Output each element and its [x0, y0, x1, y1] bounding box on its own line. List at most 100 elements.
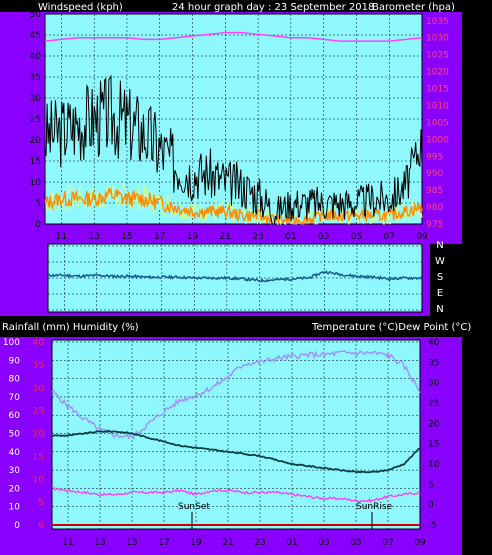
panel1-x-tick: 01 — [285, 232, 296, 242]
panel3-x-axis: 11 13 15 17 19 21 23 01 03 05 07 09 — [62, 538, 426, 548]
temp-tick: 35 — [428, 358, 439, 368]
humidity-tick: 100 — [3, 338, 20, 348]
rain-tick: 15 — [33, 452, 44, 462]
rain-tick: 25 — [33, 407, 44, 417]
panel1-series — [44, 31, 423, 226]
panel1-left-tick: 45 — [30, 31, 41, 41]
panel1-left-tick: 30 — [30, 94, 42, 104]
rain-tick: 35 — [33, 361, 44, 371]
temp-tick: 30 — [428, 379, 440, 389]
header-right: Barometer (hpa) — [372, 2, 455, 13]
humidity-tick: 90 — [9, 356, 21, 366]
panel3-grid — [52, 340, 421, 529]
wind-direction-line — [47, 270, 423, 283]
temp-tick: -5 — [428, 521, 437, 531]
panel1-x-tick: 23 — [252, 232, 263, 242]
panel1-left-tick: 0 — [35, 220, 41, 230]
humidity-tick: 60 — [9, 411, 21, 421]
panel1-grid — [45, 13, 423, 225]
panel3-plot — [51, 339, 421, 530]
panel1-right-tick: 1010 — [426, 101, 449, 111]
panel1-right-tick: 1035 — [426, 17, 449, 27]
panel1-left-tick: 10 — [30, 178, 42, 188]
panel1-right-tick: 1020 — [426, 68, 449, 78]
panel1-x-tick: 21 — [220, 232, 231, 242]
panel1-x-axis: 11 13 15 17 19 21 23 01 03 05 07 09 — [56, 232, 428, 242]
panel1-right-tick: 1015 — [426, 85, 449, 95]
direction-label: W — [435, 256, 445, 267]
panel3-humidity-axis: 0 10 20 30 40 50 60 70 80 90 100 — [3, 338, 20, 531]
panel1-x-tick: 11 — [56, 232, 67, 242]
temp-tick: 40 — [428, 338, 440, 348]
humidity-line — [51, 350, 421, 440]
humidity-tick: 80 — [9, 375, 21, 385]
temp-tick: 0 — [428, 501, 434, 511]
panel1-x-tick: 17 — [154, 232, 165, 242]
panel3-x-tick: 23 — [254, 538, 265, 548]
panel1-x-tick: 03 — [318, 232, 329, 242]
panel3-x-tick: 19 — [190, 538, 202, 548]
panel3-x-tick: 01 — [286, 538, 297, 548]
panel3-x-tick: 17 — [158, 538, 169, 548]
rain-tick: 30 — [33, 384, 45, 394]
wind-gust-line — [44, 74, 423, 225]
humidity-tick: 70 — [9, 393, 21, 403]
direction-label: N — [436, 304, 443, 315]
panel1-right-tick: 1025 — [426, 51, 449, 61]
panel3-x-tick: 21 — [222, 538, 233, 548]
direction-label: E — [437, 288, 443, 299]
panel3-title-left: Rainfall (mm) Humidity (%) — [2, 322, 139, 333]
humidity-tick: 40 — [9, 448, 21, 458]
panel3-x-tick: 13 — [94, 538, 105, 548]
panel3-x-tick: 07 — [382, 538, 393, 548]
panel1-left-tick: 40 — [30, 52, 42, 62]
panel1-x-tick: 15 — [121, 232, 132, 242]
panel3-temp-axis: -5 0 5 10 15 20 25 30 35 40 — [428, 338, 440, 531]
direction-label: S — [437, 272, 443, 283]
panel1-right-tick: 990 — [426, 169, 443, 179]
panel1-left-tick: 50 — [30, 10, 42, 20]
panel3-x-tick: 03 — [318, 538, 329, 548]
panel1-left-tick: 20 — [30, 136, 42, 146]
wind-average-line — [44, 186, 423, 226]
panel3-x-tick: 11 — [62, 538, 73, 548]
temp-tick: 25 — [428, 399, 439, 409]
panel1-right-tick: 1000 — [426, 135, 449, 145]
panel1-x-tick: 19 — [187, 232, 199, 242]
panel3-x-tick: 15 — [126, 538, 137, 548]
rain-tick: 10 — [33, 475, 45, 485]
temperature-line — [51, 429, 421, 474]
panel1-x-tick: 07 — [383, 232, 394, 242]
rain-tick: 5 — [38, 498, 44, 508]
temp-tick: 20 — [428, 419, 440, 429]
panel1-left-tick: 35 — [30, 73, 41, 83]
panel2-series — [47, 270, 423, 283]
panel1-left-tick: 15 — [30, 157, 41, 167]
sunset-label: SunSet — [178, 502, 210, 512]
humidity-tick: 20 — [9, 484, 21, 494]
panel1-right-tick: 975 — [426, 220, 443, 230]
rain-tick: 0 — [38, 521, 44, 531]
humidity-tick: 30 — [9, 466, 21, 476]
humidity-tick: 10 — [9, 503, 21, 513]
dew-point-line — [51, 486, 421, 503]
sunrise-label: SunRise — [356, 502, 393, 512]
direction-label: N — [436, 240, 443, 251]
panel1-right-tick: 985 — [426, 186, 443, 196]
header-left: Windspeed (kph) — [38, 2, 123, 13]
panel3-x-tick: 09 — [414, 538, 426, 548]
temp-tick: 10 — [428, 460, 440, 470]
panel1-left-tick: 25 — [30, 115, 41, 125]
panel1-right-tick: 980 — [426, 203, 443, 213]
temp-tick: 15 — [428, 440, 439, 450]
temp-tick: 5 — [428, 480, 434, 490]
panel3-series — [51, 350, 421, 526]
panel3-title-right: Temperature (°C)Dew Point (°C) — [311, 322, 471, 333]
panel1-x-tick: 05 — [351, 232, 362, 242]
panel1-right-tick: 995 — [426, 152, 443, 162]
header-center: 24 hour graph day : 23 September 2018 — [172, 2, 374, 13]
panel3-x-tick: 05 — [350, 538, 361, 548]
panel1-x-tick: 13 — [88, 232, 99, 242]
humidity-tick: 0 — [14, 521, 20, 531]
panel3-rain-axis: 0 5 10 15 20 25 30 35 40 — [33, 338, 45, 531]
